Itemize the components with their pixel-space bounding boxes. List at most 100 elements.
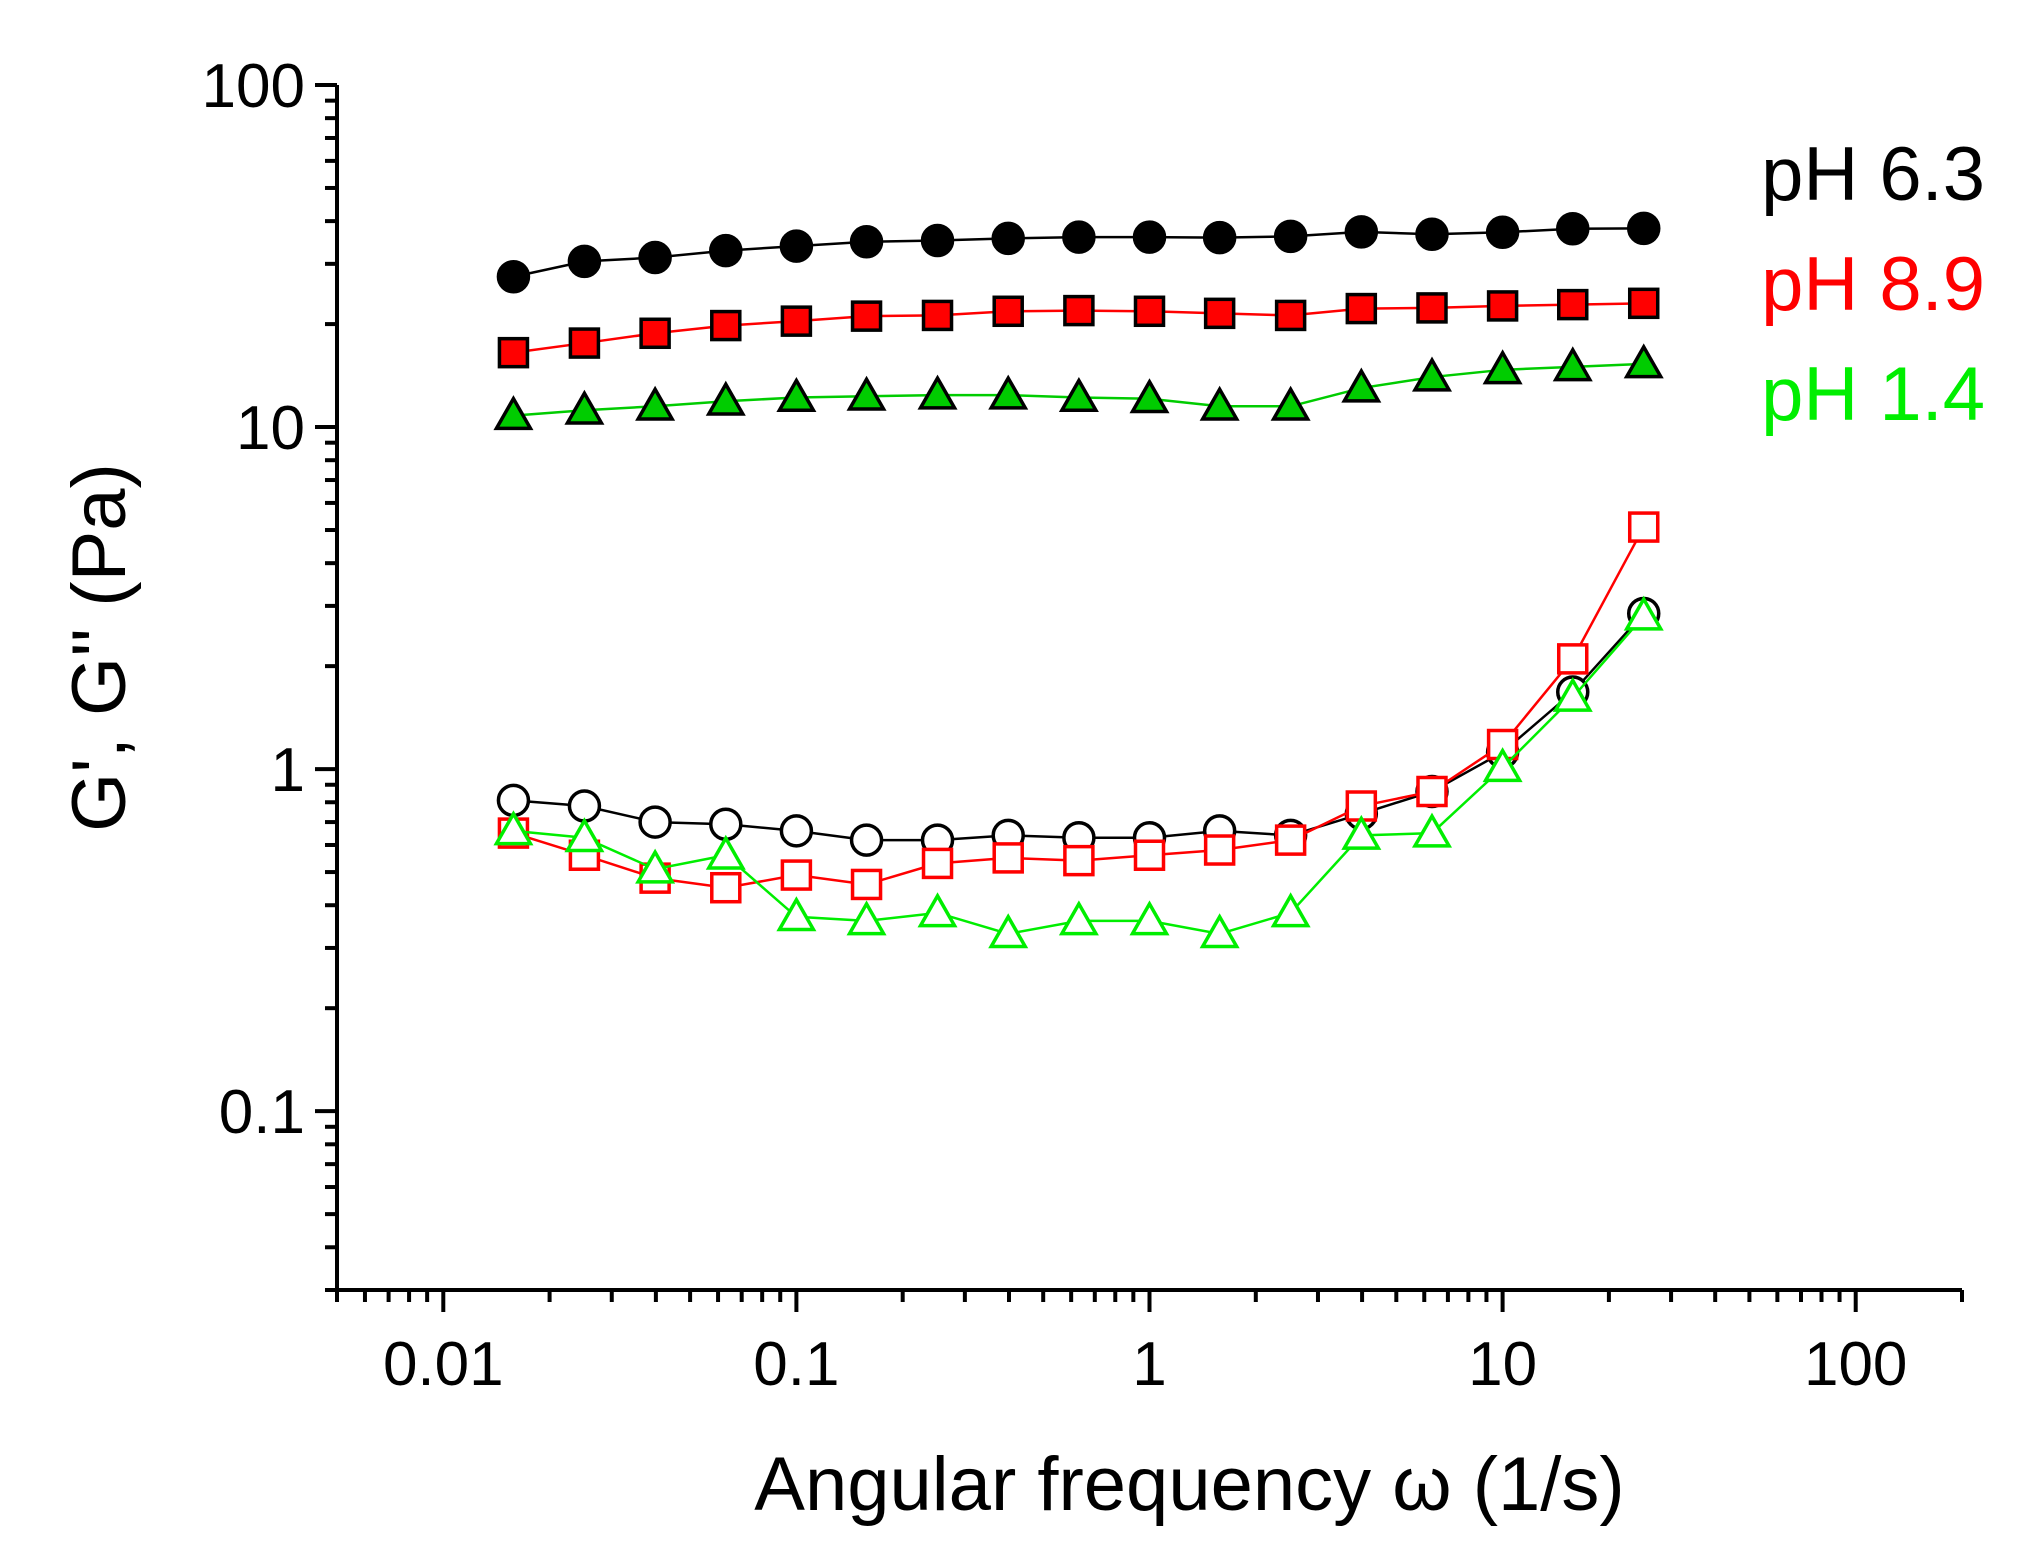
series-ph-6-3-g-	[496, 596, 1661, 857]
plot-series	[493, 211, 1664, 949]
data-point-circle	[1273, 219, 1308, 254]
data-point-circle	[779, 814, 814, 848]
y-tick-label: 100	[202, 52, 305, 121]
axis-labels: Angular frequency ω (1/s) G', G'' (Pa)	[57, 463, 1625, 1527]
data-point-triangle	[493, 810, 534, 846]
data-point-square	[1274, 299, 1307, 332]
data-point-circle	[991, 221, 1025, 256]
data-point-circle	[1485, 215, 1520, 250]
data-point-circle	[779, 229, 814, 263]
data-point-circle	[1202, 220, 1237, 255]
data-point-circle	[849, 823, 884, 857]
data-point-triangle	[1270, 385, 1311, 421]
data-point-square	[1133, 295, 1166, 328]
data-point-square	[1556, 288, 1589, 321]
data-point-circle	[1062, 220, 1096, 254]
data-point-triangle	[917, 892, 958, 928]
data-point-triangle	[705, 834, 746, 870]
series-ph-6-3-g-	[496, 211, 1661, 294]
data-point-circle	[1344, 215, 1379, 249]
data-point-triangle	[846, 900, 887, 936]
legend-label-ph63: pH 6.3	[1761, 132, 1985, 217]
data-point-triangle	[1482, 349, 1523, 385]
data-point-circle	[1555, 211, 1590, 246]
data-point-triangle	[564, 817, 605, 853]
data-point-square	[710, 871, 742, 904]
data-point-circle	[1415, 217, 1449, 252]
data-point-circle	[638, 805, 672, 839]
data-point-square	[568, 327, 601, 359]
data-point-triangle	[1199, 385, 1240, 421]
y-axis-title: G', G'' (Pa)	[57, 463, 142, 832]
series-ph-8-9-g-	[497, 287, 1660, 369]
series-ph-1-4-g-	[493, 343, 1664, 431]
data-point-square	[1063, 844, 1095, 877]
data-point-square	[1416, 775, 1448, 808]
data-point-square	[710, 309, 742, 342]
data-point-square	[992, 842, 1024, 874]
y-tick-label: 1	[271, 736, 305, 805]
data-point-triangle	[635, 385, 676, 421]
data-point-triangle	[1341, 367, 1382, 403]
data-point-square	[1063, 294, 1095, 327]
data-point-circle	[638, 240, 672, 275]
x-tick-label: 100	[1804, 1330, 1907, 1399]
data-point-triangle	[564, 389, 605, 425]
series-ph-8-9-g-	[497, 511, 1660, 904]
data-point-triangle	[1552, 676, 1593, 712]
data-point-triangle	[988, 374, 1029, 410]
x-tick-label: 0.01	[383, 1330, 504, 1399]
data-point-square	[1203, 297, 1236, 330]
data-point-triangle	[1482, 747, 1523, 783]
data-point-triangle	[1623, 343, 1664, 379]
x-tick-label: 10	[1468, 1330, 1537, 1399]
data-point-circle	[496, 260, 531, 294]
data-point-triangle	[1411, 356, 1453, 392]
y-tick-label: 10	[236, 394, 305, 463]
legend: pH 6.3 pH 8.9 pH 1.4	[1761, 132, 1985, 437]
data-point-square	[1556, 643, 1589, 675]
data-point-square	[639, 317, 671, 350]
data-point-square	[1627, 287, 1660, 320]
data-point-triangle	[776, 896, 817, 932]
data-point-circle	[1626, 211, 1661, 246]
data-point-square	[1416, 292, 1448, 324]
data-point-circle	[1132, 220, 1167, 254]
data-point-triangle	[705, 380, 746, 416]
legend-label-ph89: pH 8.9	[1761, 242, 1985, 327]
data-point-triangle	[1623, 595, 1664, 631]
data-point-square	[1486, 290, 1519, 322]
data-point-triangle	[1341, 814, 1382, 850]
legend-label-ph14: pH 1.4	[1761, 352, 1985, 437]
x-axis-title: Angular frequency ω (1/s)	[754, 1442, 1624, 1527]
data-point-triangle	[635, 848, 676, 884]
x-tick-label: 0.1	[753, 1330, 839, 1399]
data-point-triangle	[1058, 900, 1099, 936]
data-point-triangle	[1270, 892, 1311, 928]
data-point-square	[1203, 834, 1236, 866]
series-line	[513, 612, 1645, 842]
data-point-square	[992, 295, 1024, 328]
x-tick-label: 1	[1132, 1330, 1166, 1399]
data-point-triangle	[1058, 376, 1099, 413]
data-point-square	[780, 305, 813, 337]
data-point-square	[1345, 292, 1378, 325]
y-tick-label: 0.1	[219, 1078, 305, 1147]
data-point-circle	[920, 223, 955, 258]
data-point-square	[850, 300, 883, 332]
data-point-square	[1274, 824, 1307, 856]
data-point-triangle	[1199, 913, 1240, 949]
series-line	[513, 615, 1645, 936]
data-point-triangle	[1129, 378, 1170, 414]
data-point-triangle	[1411, 812, 1453, 848]
data-point-circle	[709, 233, 743, 268]
data-point-triangle	[988, 913, 1029, 949]
data-point-square	[921, 299, 954, 332]
data-point-square	[1627, 511, 1660, 543]
data-point-triangle	[846, 375, 887, 411]
data-point-square	[780, 859, 813, 891]
data-point-circle	[567, 244, 602, 279]
data-point-circle	[849, 225, 884, 259]
axes: 0.01 0.1 1 10 100 0.1 1 10 100	[202, 52, 1964, 1399]
